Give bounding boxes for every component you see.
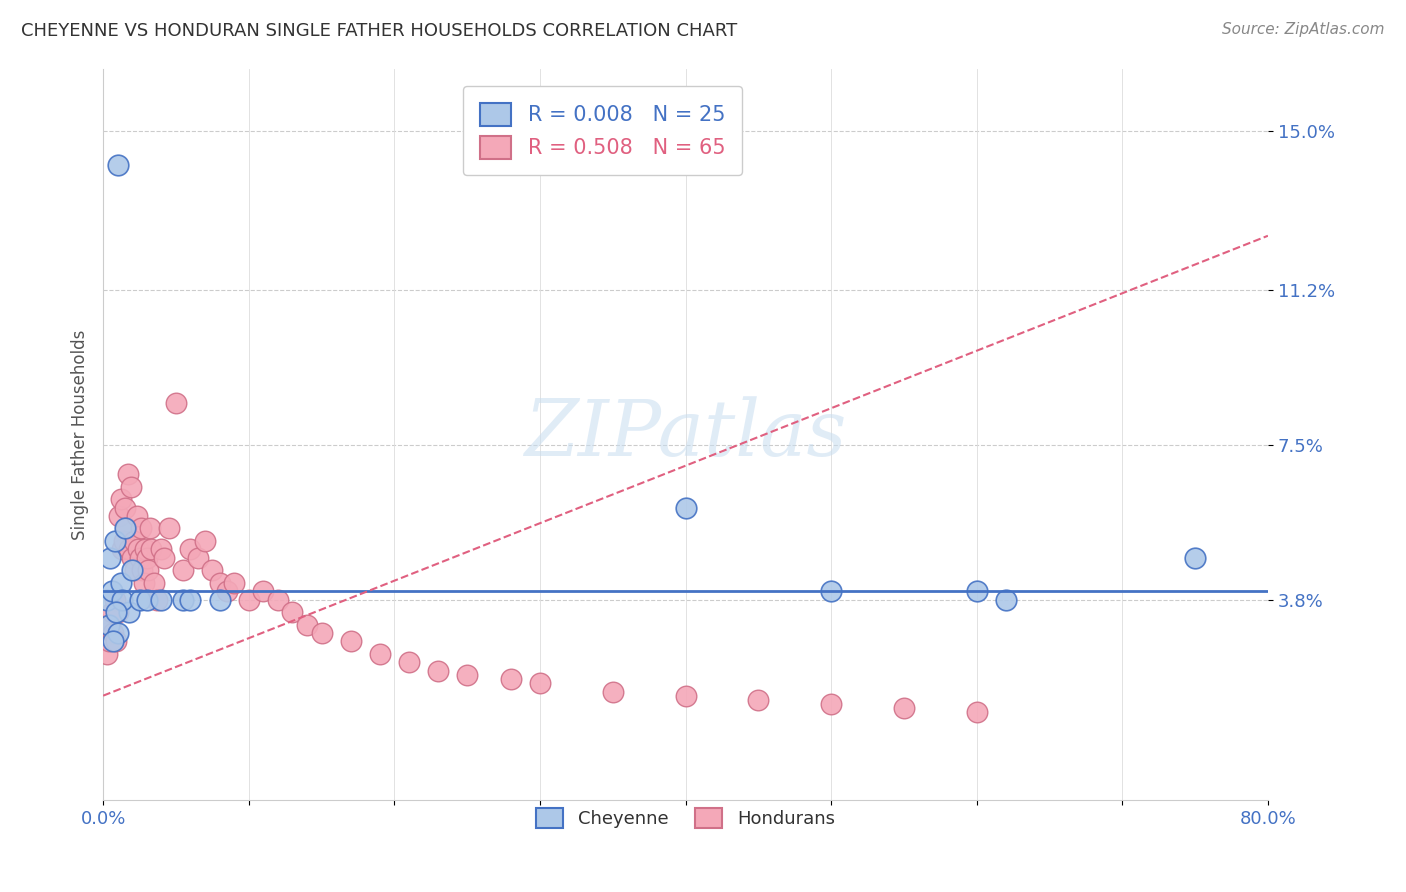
Point xyxy=(893,701,915,715)
Point xyxy=(135,592,157,607)
Point xyxy=(122,533,145,548)
Point xyxy=(101,584,124,599)
Point xyxy=(96,647,118,661)
Point xyxy=(103,634,125,648)
Point xyxy=(150,542,173,557)
Point xyxy=(153,550,176,565)
Point xyxy=(1184,550,1206,565)
Point xyxy=(94,626,117,640)
Point xyxy=(128,550,150,565)
Point xyxy=(112,533,135,548)
Point xyxy=(104,533,127,548)
Point xyxy=(238,592,260,607)
Point xyxy=(135,550,157,565)
Point xyxy=(132,575,155,590)
Point xyxy=(179,542,201,557)
Point xyxy=(97,634,120,648)
Point xyxy=(252,584,274,599)
Point xyxy=(499,672,522,686)
Point xyxy=(101,605,124,619)
Point xyxy=(121,563,143,577)
Point xyxy=(96,592,118,607)
Point xyxy=(110,492,132,507)
Point xyxy=(118,605,141,619)
Point xyxy=(820,584,842,599)
Point xyxy=(129,521,152,535)
Point xyxy=(136,563,159,577)
Point xyxy=(172,563,194,577)
Point xyxy=(201,563,224,577)
Point xyxy=(125,508,148,523)
Point xyxy=(187,550,209,565)
Point xyxy=(127,542,149,557)
Point xyxy=(97,617,120,632)
Point xyxy=(120,480,142,494)
Point xyxy=(103,626,125,640)
Point xyxy=(100,617,122,632)
Point xyxy=(398,655,420,669)
Point xyxy=(107,605,129,619)
Point xyxy=(339,634,361,648)
Point xyxy=(105,634,128,648)
Point xyxy=(108,508,131,523)
Point xyxy=(134,542,156,557)
Point xyxy=(994,592,1017,607)
Point xyxy=(115,521,138,535)
Point xyxy=(124,563,146,577)
Point xyxy=(267,592,290,607)
Point xyxy=(820,697,842,711)
Text: Source: ZipAtlas.com: Source: ZipAtlas.com xyxy=(1222,22,1385,37)
Point xyxy=(966,706,988,720)
Point xyxy=(179,592,201,607)
Point xyxy=(117,467,139,481)
Point xyxy=(747,693,769,707)
Point xyxy=(427,664,450,678)
Y-axis label: Single Father Households: Single Father Households xyxy=(72,329,89,540)
Point xyxy=(194,533,217,548)
Point xyxy=(368,647,391,661)
Point xyxy=(141,542,163,557)
Point xyxy=(208,575,231,590)
Point xyxy=(675,689,697,703)
Point xyxy=(114,521,136,535)
Point xyxy=(114,500,136,515)
Legend: Cheyenne, Hondurans: Cheyenne, Hondurans xyxy=(529,801,842,835)
Point xyxy=(105,605,128,619)
Point xyxy=(110,575,132,590)
Point xyxy=(100,550,122,565)
Point xyxy=(138,521,160,535)
Point xyxy=(146,592,169,607)
Point xyxy=(111,592,134,607)
Point xyxy=(675,500,697,515)
Point xyxy=(157,521,180,535)
Point xyxy=(172,592,194,607)
Point xyxy=(131,563,153,577)
Point xyxy=(208,592,231,607)
Point xyxy=(529,676,551,690)
Point xyxy=(224,575,246,590)
Point xyxy=(281,605,304,619)
Point xyxy=(215,584,238,599)
Point xyxy=(311,626,333,640)
Text: CHEYENNE VS HONDURAN SINGLE FATHER HOUSEHOLDS CORRELATION CHART: CHEYENNE VS HONDURAN SINGLE FATHER HOUSE… xyxy=(21,22,737,40)
Text: ZIPatlas: ZIPatlas xyxy=(524,396,846,473)
Point xyxy=(104,592,127,607)
Point xyxy=(118,542,141,557)
Point xyxy=(121,550,143,565)
Point xyxy=(165,396,187,410)
Point xyxy=(150,592,173,607)
Point xyxy=(143,575,166,590)
Point xyxy=(602,684,624,698)
Point xyxy=(456,667,478,681)
Point xyxy=(295,617,318,632)
Point xyxy=(111,542,134,557)
Point xyxy=(128,592,150,607)
Point xyxy=(107,158,129,172)
Point xyxy=(966,584,988,599)
Point xyxy=(107,626,129,640)
